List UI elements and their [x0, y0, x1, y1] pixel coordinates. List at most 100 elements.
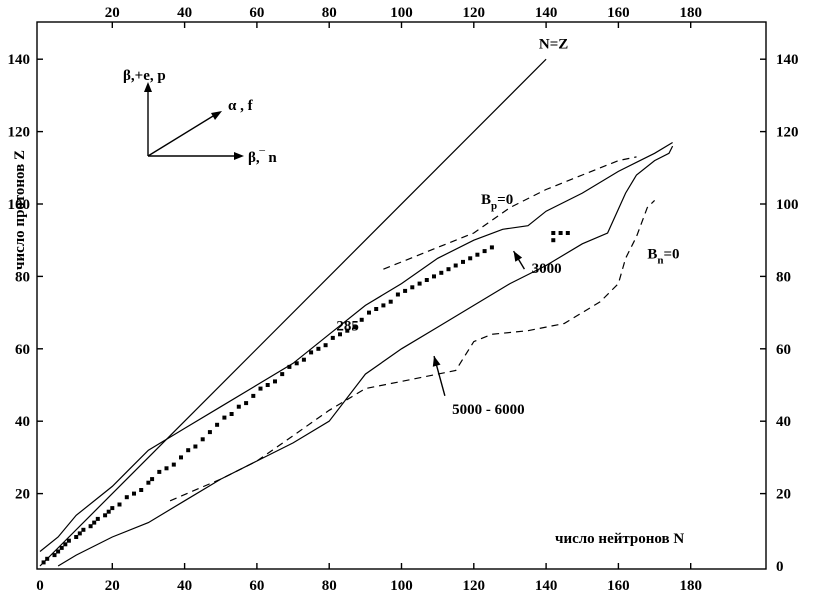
y-tick-label: 100 [8, 197, 31, 213]
top-tick-label: 160 [607, 5, 630, 21]
y-tick-label: 60 [15, 342, 30, 358]
nuclide-point [558, 231, 563, 235]
nuclide-point [345, 328, 350, 333]
nuclide-point [482, 249, 487, 254]
nuclide-point [186, 448, 191, 453]
legend-up-label: β,+e, p [123, 68, 166, 84]
tick-labels: 0 20 40 60 80 100 120 140 160 180 20 40 60 80 100 120 14… [8, 5, 799, 594]
nuclide-point [468, 256, 473, 261]
nuclide-point [164, 466, 169, 471]
nuclide-point [453, 263, 458, 268]
nuclide-point [124, 495, 129, 500]
top-tick-label: 140 [535, 5, 558, 21]
nuclide-point [551, 231, 556, 235]
nuclide-point [41, 560, 46, 565]
nuclide-point [417, 281, 422, 286]
x-tick-label: 40 [177, 578, 192, 594]
x-tick-label: 160 [607, 578, 630, 594]
nuclide-point [367, 310, 371, 315]
nuclide-point [439, 270, 444, 275]
nuclide-point [258, 386, 263, 391]
nuclide-point [215, 422, 220, 427]
nuclide-point [157, 469, 162, 474]
curve-0 [39, 58, 547, 567]
y-axis-label: число протонов Z [12, 150, 28, 270]
annotation-label: N=Z [539, 36, 568, 52]
nuclide-point [388, 299, 393, 304]
curves [39, 58, 674, 567]
nuclide-point [56, 549, 61, 554]
nuclide-point [352, 325, 357, 330]
nuclide-point [146, 480, 151, 485]
nuclide-point [330, 335, 335, 340]
nuclide-point [95, 516, 100, 521]
nuclide-point [301, 357, 306, 362]
nuclide-point [359, 317, 364, 322]
right-y-tick-label: 120 [776, 125, 799, 141]
nuclide-point [410, 285, 415, 290]
right-y-tick-label: 80 [776, 269, 791, 285]
annotation-arrowhead [432, 356, 441, 367]
nuclide-point [77, 531, 82, 536]
y-tick-label: 20 [15, 487, 30, 503]
x-tick-label: 20 [105, 578, 120, 594]
nuclide-point [381, 303, 386, 308]
annotation-label: 3000 [532, 261, 562, 277]
nuclide-point [395, 292, 400, 297]
right-y-tick-label: 0 [776, 559, 784, 575]
y-tick-label: 140 [8, 52, 31, 68]
nuclide-point [207, 430, 212, 435]
nuclide-point [150, 477, 155, 482]
nuclide-point [551, 238, 556, 243]
nuclide-point [74, 535, 79, 539]
nuclide-point [446, 267, 451, 272]
decay-legend: β,+e, p α , f β,‾ n [123, 68, 277, 166]
nuclide-point [323, 343, 328, 348]
nuclide-point [52, 553, 57, 558]
top-tick-label: 40 [177, 5, 192, 21]
annotation-label: 285 [336, 319, 359, 335]
nuclide-point [280, 372, 285, 377]
nuclide-point [565, 231, 570, 235]
top-tick-label: 180 [679, 5, 702, 21]
nuclide-point [309, 350, 314, 355]
x-tick-label: 0 [36, 578, 44, 594]
x-tick-label: 80 [322, 578, 337, 594]
top-tick-label: 80 [322, 5, 337, 21]
annotation-label: 5000 - 6000 [452, 402, 525, 418]
x-tick-label: 60 [249, 578, 264, 594]
nuclide-point [432, 274, 436, 279]
nuclide-point [251, 393, 256, 398]
annotations: N=Z Bp=0 Bn=0 285 3000 5000 - 6000 [336, 36, 679, 418]
nuclide-point [110, 506, 115, 511]
x-tick-label: 100 [390, 578, 413, 594]
nuclide-point [222, 415, 227, 420]
nuclide-point [179, 455, 183, 460]
y-tick-label: 120 [8, 125, 31, 141]
nuclide-point [139, 488, 144, 492]
nuclide-point [171, 462, 176, 467]
nuclide-point [461, 259, 465, 264]
nuclide-point [265, 383, 270, 387]
nuclide-point [66, 538, 71, 543]
nuclide-point [59, 545, 64, 550]
nuclide-point [88, 524, 93, 529]
plot-frame [36, 21, 767, 570]
stable-nuclei [41, 231, 570, 565]
nuclide-point [63, 542, 68, 547]
x-axis-label: число нейтронов N [555, 531, 684, 547]
right-y-tick-label: 40 [776, 414, 791, 430]
x-tick-label: 180 [679, 578, 702, 594]
nuclide-point [338, 332, 342, 337]
nuclide-point [106, 509, 111, 514]
nuclide-point [287, 364, 292, 369]
top-tick-label: 120 [463, 5, 486, 21]
right-y-tick-label: 60 [776, 342, 791, 358]
right-y-tick-label: 20 [776, 487, 791, 503]
nuclide-point [193, 444, 198, 449]
nuclide-point [475, 252, 480, 257]
annotation-label: Bp=0 [481, 192, 513, 212]
annotation-label: Bn=0 [647, 246, 679, 266]
nuclide-point [92, 520, 97, 525]
